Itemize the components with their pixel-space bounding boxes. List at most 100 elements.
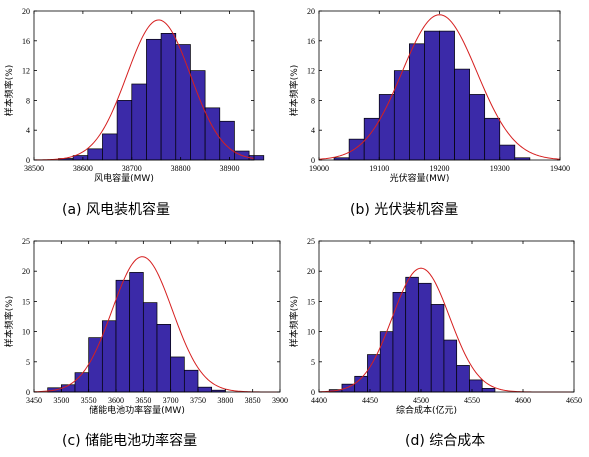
- panel-caption: (d) 综合成本: [405, 433, 485, 449]
- histogram-bar: [129, 272, 144, 393]
- histogram-bar: [379, 331, 394, 393]
- y-tick-label: 0: [311, 388, 315, 397]
- histogram-bar: [72, 155, 89, 161]
- x-tick-label: 4600: [515, 396, 531, 405]
- y-tick-label: 12: [22, 67, 30, 76]
- y-tick-label: 20: [22, 7, 30, 16]
- x-tick-label: 19400: [550, 164, 570, 173]
- x-tick-label: 38500: [24, 164, 44, 173]
- x-tick-label: 4450: [362, 396, 378, 405]
- x-axis-title: 综合成本(亿元): [396, 404, 457, 416]
- histogram-bar: [175, 44, 191, 161]
- histogram-bar: [430, 304, 445, 393]
- x-tick-label: 3550: [81, 396, 97, 405]
- x-tick-label: 19100: [369, 164, 389, 173]
- y-tick-label: 0: [26, 388, 30, 397]
- x-tick-label: 3650: [135, 396, 151, 405]
- y-tick-label: 20: [22, 267, 30, 276]
- histogram-bar: [116, 100, 133, 161]
- y-tick-label: 16: [22, 37, 30, 46]
- normal-fit-curve: [318, 14, 561, 160]
- x-tick-label: 3450: [26, 396, 42, 405]
- panel-caption: (a) 风电装机容量: [62, 201, 170, 218]
- plot-frame: [318, 240, 575, 393]
- histogram-bar: [197, 386, 213, 393]
- y-tick-label: 25: [307, 237, 315, 246]
- normal-fit-curve: [33, 256, 280, 393]
- histogram-bar: [409, 43, 425, 161]
- x-axis-title: 储能电池功率容量(MW): [89, 404, 185, 416]
- plot-frame: [33, 10, 255, 161]
- x-tick-label: 3600: [108, 396, 124, 405]
- x-tick-label: 3750: [190, 396, 206, 405]
- histogram-bar: [469, 379, 483, 393]
- y-tick-label: 8: [26, 96, 30, 105]
- histogram-bar: [418, 282, 432, 393]
- x-tick-label: 4650: [566, 396, 582, 405]
- histogram-bar: [131, 83, 147, 161]
- y-tick-label: 0: [311, 156, 315, 165]
- histogram-bar: [142, 302, 158, 393]
- x-tick-label: 38600: [73, 164, 93, 173]
- histogram-bar: [454, 68, 470, 161]
- histogram-bar: [469, 94, 486, 161]
- histogram-bar: [115, 279, 131, 393]
- histogram-bar: [102, 133, 118, 161]
- normal-fit-curve: [33, 19, 255, 161]
- y-tick-label: 4: [311, 126, 315, 135]
- histogram-bar: [456, 365, 470, 393]
- y-tick-label: 12: [307, 67, 315, 76]
- y-tick-label: 25: [22, 237, 30, 246]
- y-tick-label: 15: [22, 297, 30, 306]
- histogram-bar: [87, 148, 103, 161]
- histogram-bar: [160, 32, 177, 161]
- x-tick-label: 3700: [163, 396, 179, 405]
- x-tick-label: 3800: [217, 396, 233, 405]
- panel-caption: (c) 储能电池功率容量: [62, 432, 197, 449]
- y-axis-title: 样本频率(%): [288, 65, 300, 117]
- panel-caption: (b) 光伏装机容量: [350, 201, 458, 218]
- histogram-bar: [499, 144, 516, 161]
- histogram-bar: [88, 337, 103, 393]
- plot-frame: [33, 240, 281, 393]
- x-axis-title: 光伏容量(MW): [390, 172, 450, 184]
- histogram-bar: [183, 369, 199, 393]
- x-tick-label: 19000: [309, 164, 329, 173]
- y-tick-label: 5: [311, 358, 315, 367]
- x-tick-label: 19200: [430, 164, 450, 173]
- histogram-bar: [443, 339, 458, 393]
- histogram-panel: 19000 19100 19200 19300 19400 0 4 8 12 16 20 光伏容量(M…: [288, 7, 570, 218]
- x-axis-title: 风电容量(MW): [94, 172, 154, 184]
- y-axis-title: 样本频率(%): [3, 65, 15, 117]
- histogram-bar: [348, 138, 365, 161]
- histogram-bar: [170, 356, 185, 393]
- y-tick-label: 8: [311, 96, 315, 105]
- y-tick-label: 0: [26, 156, 30, 165]
- histogram-bar: [378, 94, 395, 161]
- y-tick-label: 20: [307, 267, 315, 276]
- histogram-panel: 38500 38600 38700 38800 38900 0 4 8 12 16 20 风电容量(M…: [3, 7, 265, 218]
- x-tick-label: 38700: [122, 164, 142, 173]
- histogram-bar: [146, 38, 162, 161]
- histogram-bar: [392, 291, 407, 393]
- x-tick-label: 19300: [490, 164, 510, 173]
- x-tick-label: 3850: [245, 396, 261, 405]
- x-tick-label: 4500: [413, 396, 429, 405]
- histogram-bar: [424, 30, 440, 161]
- x-tick-label: 38900: [220, 164, 240, 173]
- x-tick-label: 38800: [171, 164, 191, 173]
- x-tick-label: 4550: [464, 396, 480, 405]
- histogram-panel: 4400 4450 4500 4550 4600 4650 0 5 10 15 20 25 综合成本(亿…: [288, 237, 582, 449]
- histogram-bar: [156, 324, 172, 393]
- x-tick-label: 4400: [311, 396, 327, 405]
- histogram-bar: [405, 276, 419, 393]
- y-tick-label: 5: [26, 358, 30, 367]
- histogram-bar: [190, 70, 206, 161]
- y-tick-label: 10: [307, 328, 315, 337]
- y-axis-title: 样本频率(%): [288, 296, 300, 348]
- y-tick-label: 16: [307, 37, 315, 46]
- histogram-bar: [74, 372, 90, 393]
- y-tick-label: 20: [307, 7, 315, 16]
- histogram-bar: [439, 30, 455, 161]
